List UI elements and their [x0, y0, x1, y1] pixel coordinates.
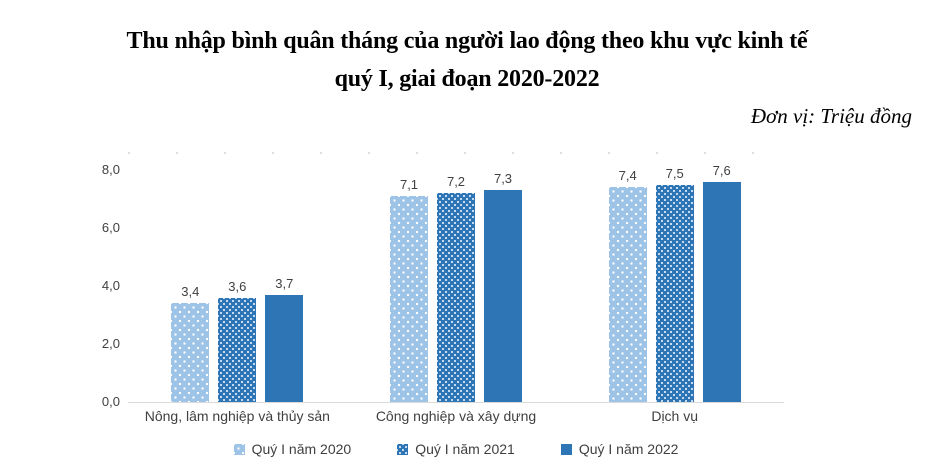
- bar-group: 3,4 3,6 3,7: [128, 152, 347, 402]
- bar-value-label: 3,6: [228, 278, 247, 294]
- y-tick-label: 2,0: [101, 336, 120, 351]
- bar-slot: 7,3: [484, 171, 522, 402]
- bar-slot: 7,4: [608, 168, 647, 402]
- legend-label: Quý I năm 2021: [415, 441, 515, 457]
- y-tick-label: 6,0: [101, 220, 120, 235]
- bar-value-label: 7,4: [618, 168, 637, 184]
- bar: [437, 193, 475, 402]
- legend-swatch-icon: [233, 444, 245, 455]
- bar: [390, 196, 428, 402]
- bar: [655, 184, 694, 402]
- bar-groups: 3,4 3,6 3,7 7,1 7,2 7,3 7,4 7,5 7,6: [128, 152, 784, 402]
- category-label: Công nghiệp và xây dựng: [375, 408, 537, 424]
- legend-item: Quý I năm 2022: [560, 441, 679, 458]
- legend-label: Quý I năm 2020: [251, 441, 352, 457]
- bar: [218, 297, 257, 402]
- bar-value-label: 7,3: [493, 171, 513, 187]
- bar: [484, 190, 522, 402]
- chart-title-line1: Thu nhập bình quân tháng của người lao đ…: [126, 28, 808, 54]
- bar-slot: 7,2: [437, 174, 475, 402]
- legend-swatch-icon: [560, 444, 572, 455]
- plot-area: 3,4 3,6 3,7 7,1 7,2 7,3 7,4 7,5 7,6: [128, 152, 784, 403]
- bar-slot: 7,5: [655, 166, 694, 402]
- bar: [608, 187, 647, 402]
- bar-group: 7,1 7,2 7,3: [347, 152, 566, 402]
- bar-value-label: 7,1: [399, 177, 419, 193]
- y-axis: 0,0 2,0 4,0 6,0 8,0: [0, 152, 120, 409]
- y-tick-label: 0,0: [101, 394, 120, 409]
- legend-swatch-icon: [397, 444, 409, 455]
- bar: [265, 294, 304, 402]
- legend: Quý I năm 2020 Quý I năm 2021 Quý I năm 20…: [128, 441, 784, 458]
- y-tick-label: 4,0: [101, 278, 120, 293]
- bar-slot: 7,6: [702, 163, 741, 402]
- bar-value-label: 3,7: [275, 275, 294, 291]
- bar-slot: 3,6: [218, 279, 257, 402]
- category-label: Nông, lâm nghiệp và thủy sản: [144, 408, 330, 424]
- bar-value-label: 7,5: [665, 165, 684, 181]
- category-label: Dịch vụ: [651, 408, 699, 424]
- legend-label: Quý I năm 2022: [578, 441, 679, 457]
- bar-slot: 7,1: [390, 177, 428, 402]
- bar-group: 7,4 7,5 7,6: [565, 152, 784, 402]
- plot-top-border: [128, 152, 784, 154]
- bar-value-label: 3,4: [181, 284, 200, 300]
- y-tick-label: 8,0: [101, 162, 120, 177]
- bar-slot: 3,7: [265, 276, 304, 402]
- bar-value-label: 7,2: [446, 174, 466, 190]
- bar: [702, 181, 741, 402]
- bar-value-label: 7,6: [712, 162, 731, 178]
- category-axis: Nông, lâm nghiệp và thủy sản Công nghiệp …: [128, 408, 784, 425]
- unit-label: Đơn vị: Triệu đồng: [750, 104, 912, 128]
- bar: [171, 303, 210, 402]
- chart-title: Thu nhập bình quân tháng của người lao đ…: [0, 22, 934, 98]
- legend-item: Quý I năm 2020: [233, 441, 352, 458]
- chart-title-line2: quý I, giai đoạn 2020-2022: [334, 66, 600, 92]
- bar-slot: 3,4: [171, 284, 210, 402]
- legend-item: Quý I năm 2021: [397, 441, 515, 458]
